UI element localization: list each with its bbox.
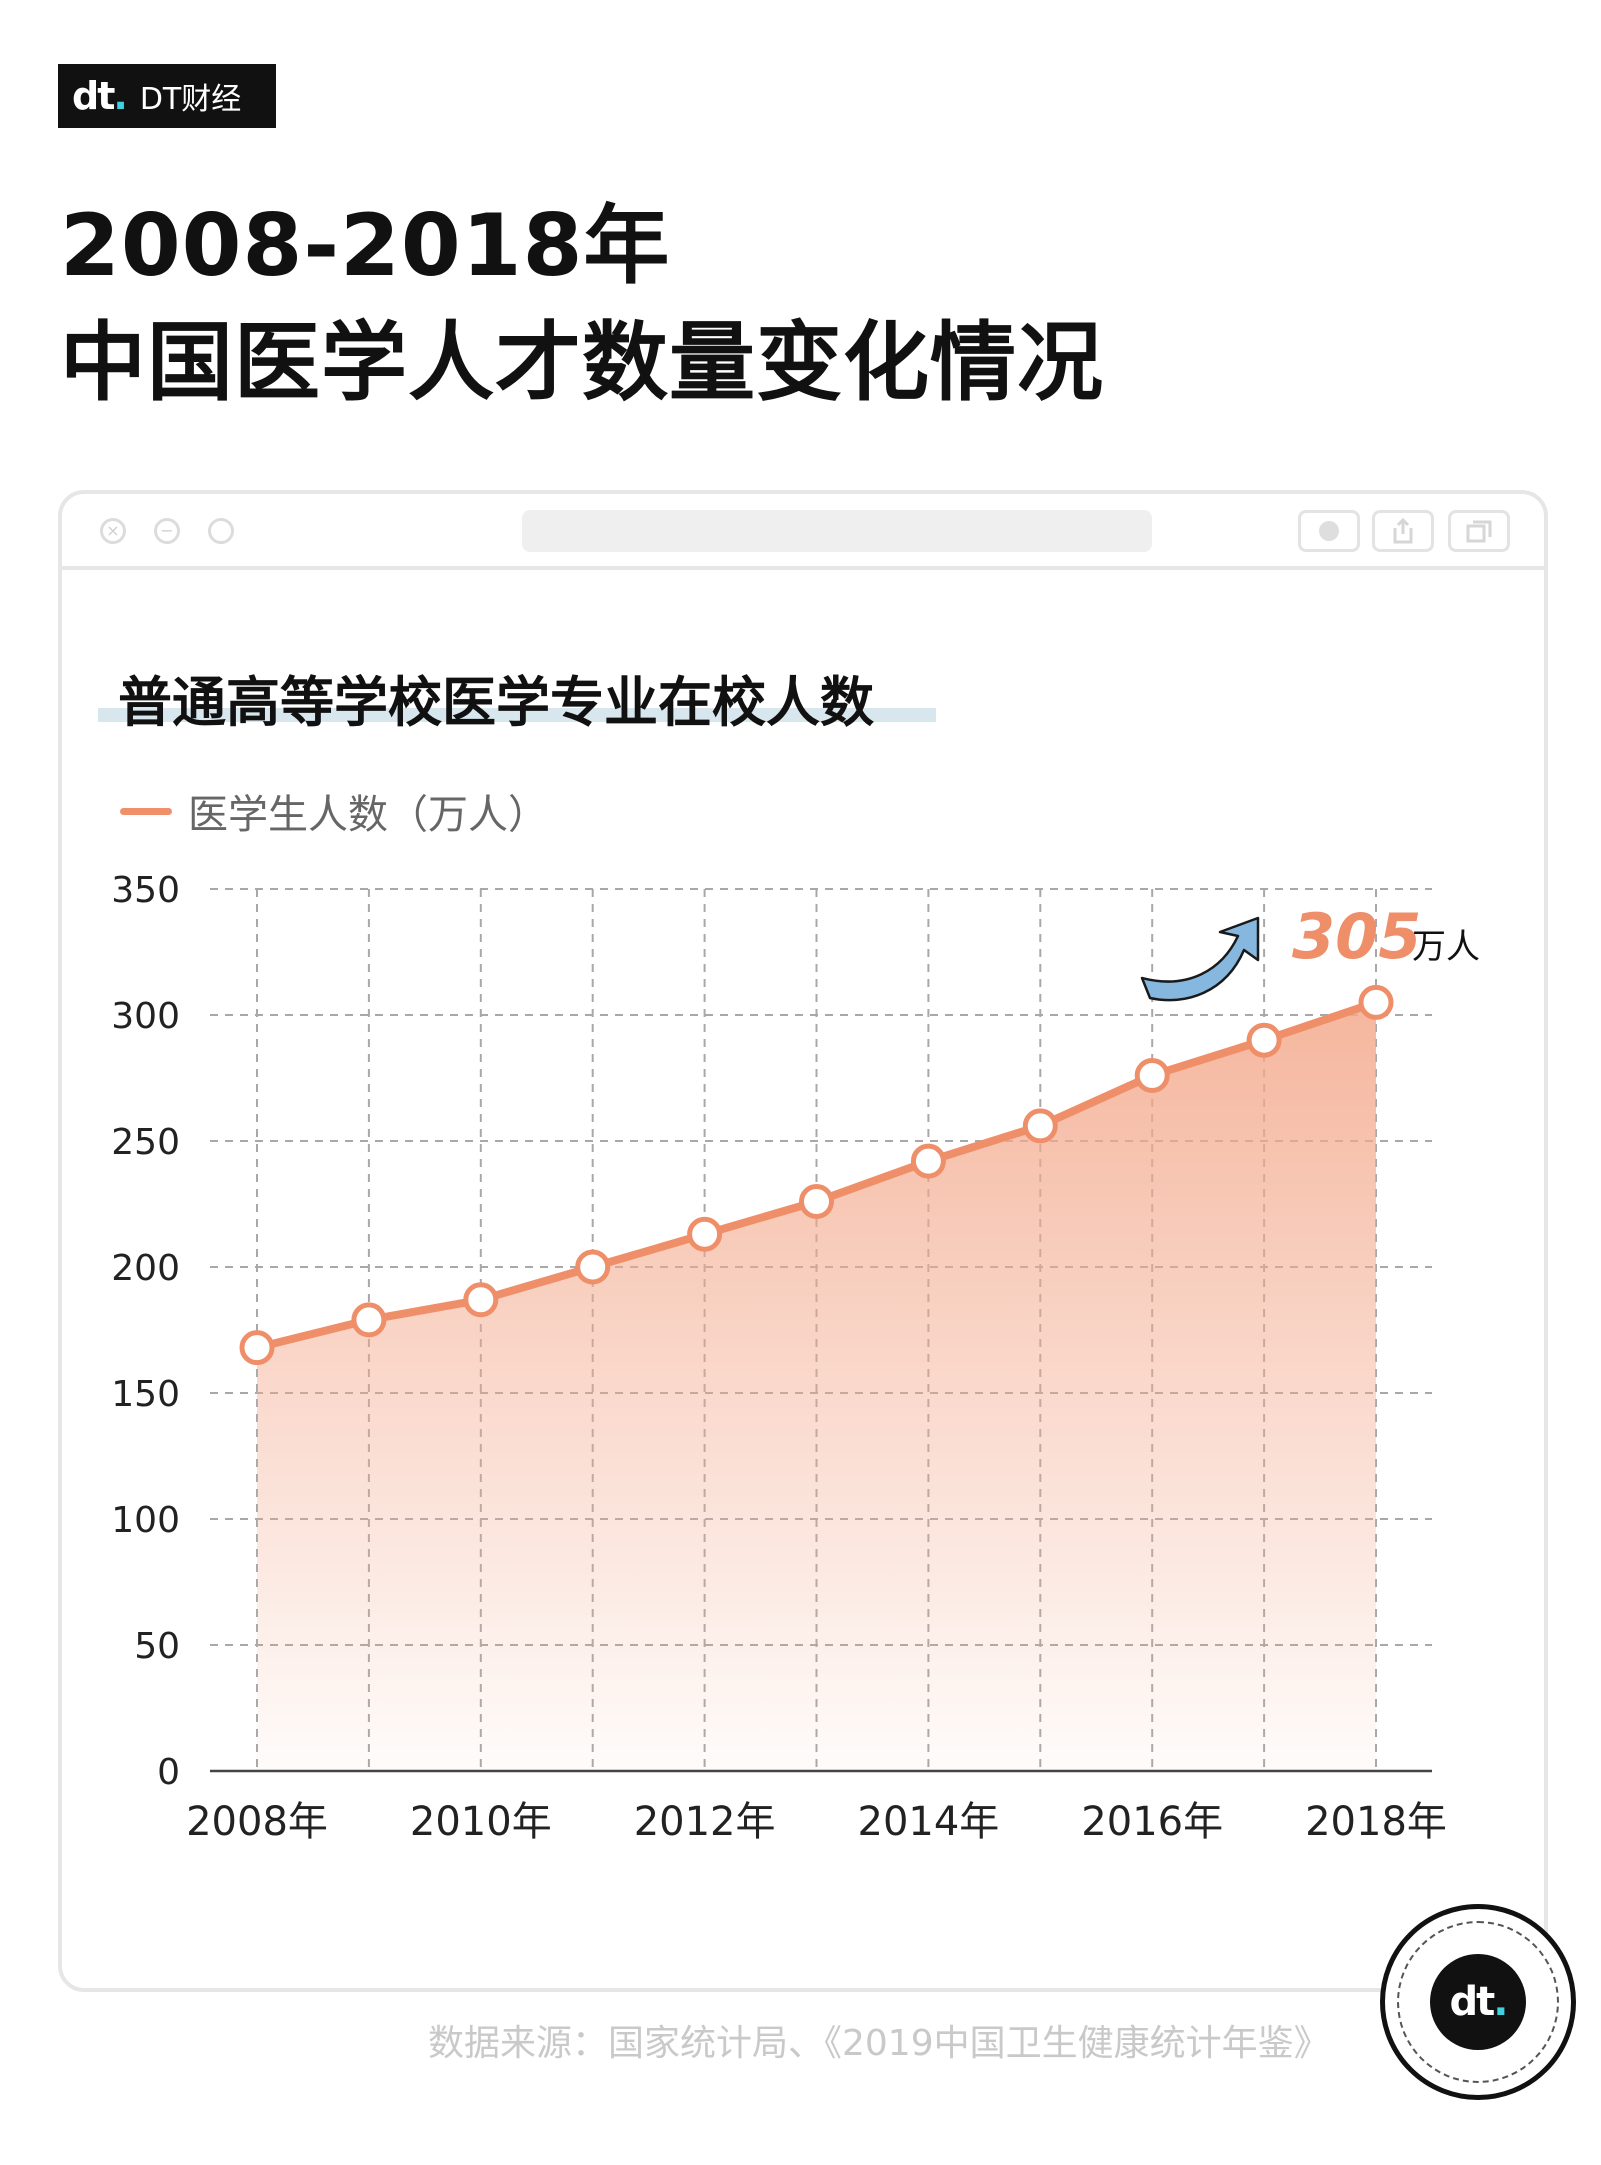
x-tick-label: 2010年 <box>410 1799 552 1845</box>
maximize-icon[interactable] <box>208 518 234 544</box>
legend-swatch <box>120 807 172 815</box>
data-point <box>463 1282 499 1318</box>
callout-value: 305 <box>1292 900 1421 973</box>
data-point <box>575 1249 611 1285</box>
y-tick-label: 350 <box>111 870 180 911</box>
y-tick-label: 50 <box>134 1626 180 1667</box>
y-tick-label: 150 <box>111 1374 180 1415</box>
page-title-line2: 中国医学人才数量变化情况 <box>60 313 1104 413</box>
data-point <box>1358 984 1394 1020</box>
data-point <box>1022 1108 1058 1144</box>
dt-seal: dt. <box>1380 1904 1576 2100</box>
area-chart: 2008年 2010年 2012年 2014年 2016年 2018年 0 50 100 150… <box>111 870 1480 1845</box>
series-area <box>257 1002 1376 1771</box>
copy-icon <box>1466 520 1492 543</box>
brand-name: DT财经 <box>139 82 242 117</box>
heading-underline <box>98 708 936 722</box>
x-tick-label: 2018年 <box>1305 1799 1447 1845</box>
page-title-line1: 2008-2018年 <box>60 196 671 296</box>
record-button[interactable] <box>1298 510 1360 552</box>
data-point <box>1246 1022 1282 1058</box>
y-tick-label: 100 <box>111 1500 180 1541</box>
x-tick-label: 2016年 <box>1081 1799 1223 1845</box>
minimize-icon[interactable]: − <box>154 518 180 544</box>
share-icon <box>1393 518 1413 544</box>
chart-title: 普通高等学校医学专业在校人数 <box>118 671 874 734</box>
record-icon <box>1319 521 1339 541</box>
legend-label: 医学生人数（万人） <box>188 792 548 838</box>
address-bar[interactable] <box>522 510 1152 552</box>
x-tick-label: 2014年 <box>858 1799 1000 1845</box>
data-point <box>351 1302 387 1338</box>
y-tick-label: 250 <box>111 1122 180 1163</box>
legend: 医学生人数（万人） <box>120 782 548 840</box>
y-axis: 0 50 100 150 200 250 300 350 <box>111 870 180 1793</box>
y-tick-label: 0 <box>157 1752 180 1793</box>
dt-logo-icon: dt. <box>72 74 128 118</box>
y-tick-label: 300 <box>111 996 180 1037</box>
data-point <box>910 1143 946 1179</box>
copy-button[interactable] <box>1448 510 1510 552</box>
x-tick-label: 2008年 <box>186 1799 328 1845</box>
brand-badge: dt. DT财经 <box>58 64 276 128</box>
callout-unit: 万人 <box>1412 927 1480 967</box>
up-arrow-icon <box>1140 916 1260 1002</box>
data-point <box>239 1330 275 1366</box>
data-source: 数据来源：国家统计局、《2019中国卫生健康统计年鉴》 <box>428 2023 1330 2064</box>
dt-seal-icon: dt. <box>1430 1954 1526 2050</box>
share-button[interactable] <box>1372 510 1434 552</box>
data-point <box>687 1216 723 1252</box>
data-points <box>239 984 1394 1366</box>
seal-ring <box>1397 1921 1559 2083</box>
y-tick-label: 200 <box>111 1248 180 1289</box>
window-toolbar: × − <box>62 494 1544 570</box>
x-tick-label: 2012年 <box>634 1799 776 1845</box>
data-point <box>799 1183 834 1219</box>
close-icon[interactable]: × <box>100 518 126 544</box>
data-point <box>1134 1057 1170 1093</box>
x-axis: 2008年 2010年 2012年 2014年 2016年 2018年 <box>186 1769 1447 1845</box>
